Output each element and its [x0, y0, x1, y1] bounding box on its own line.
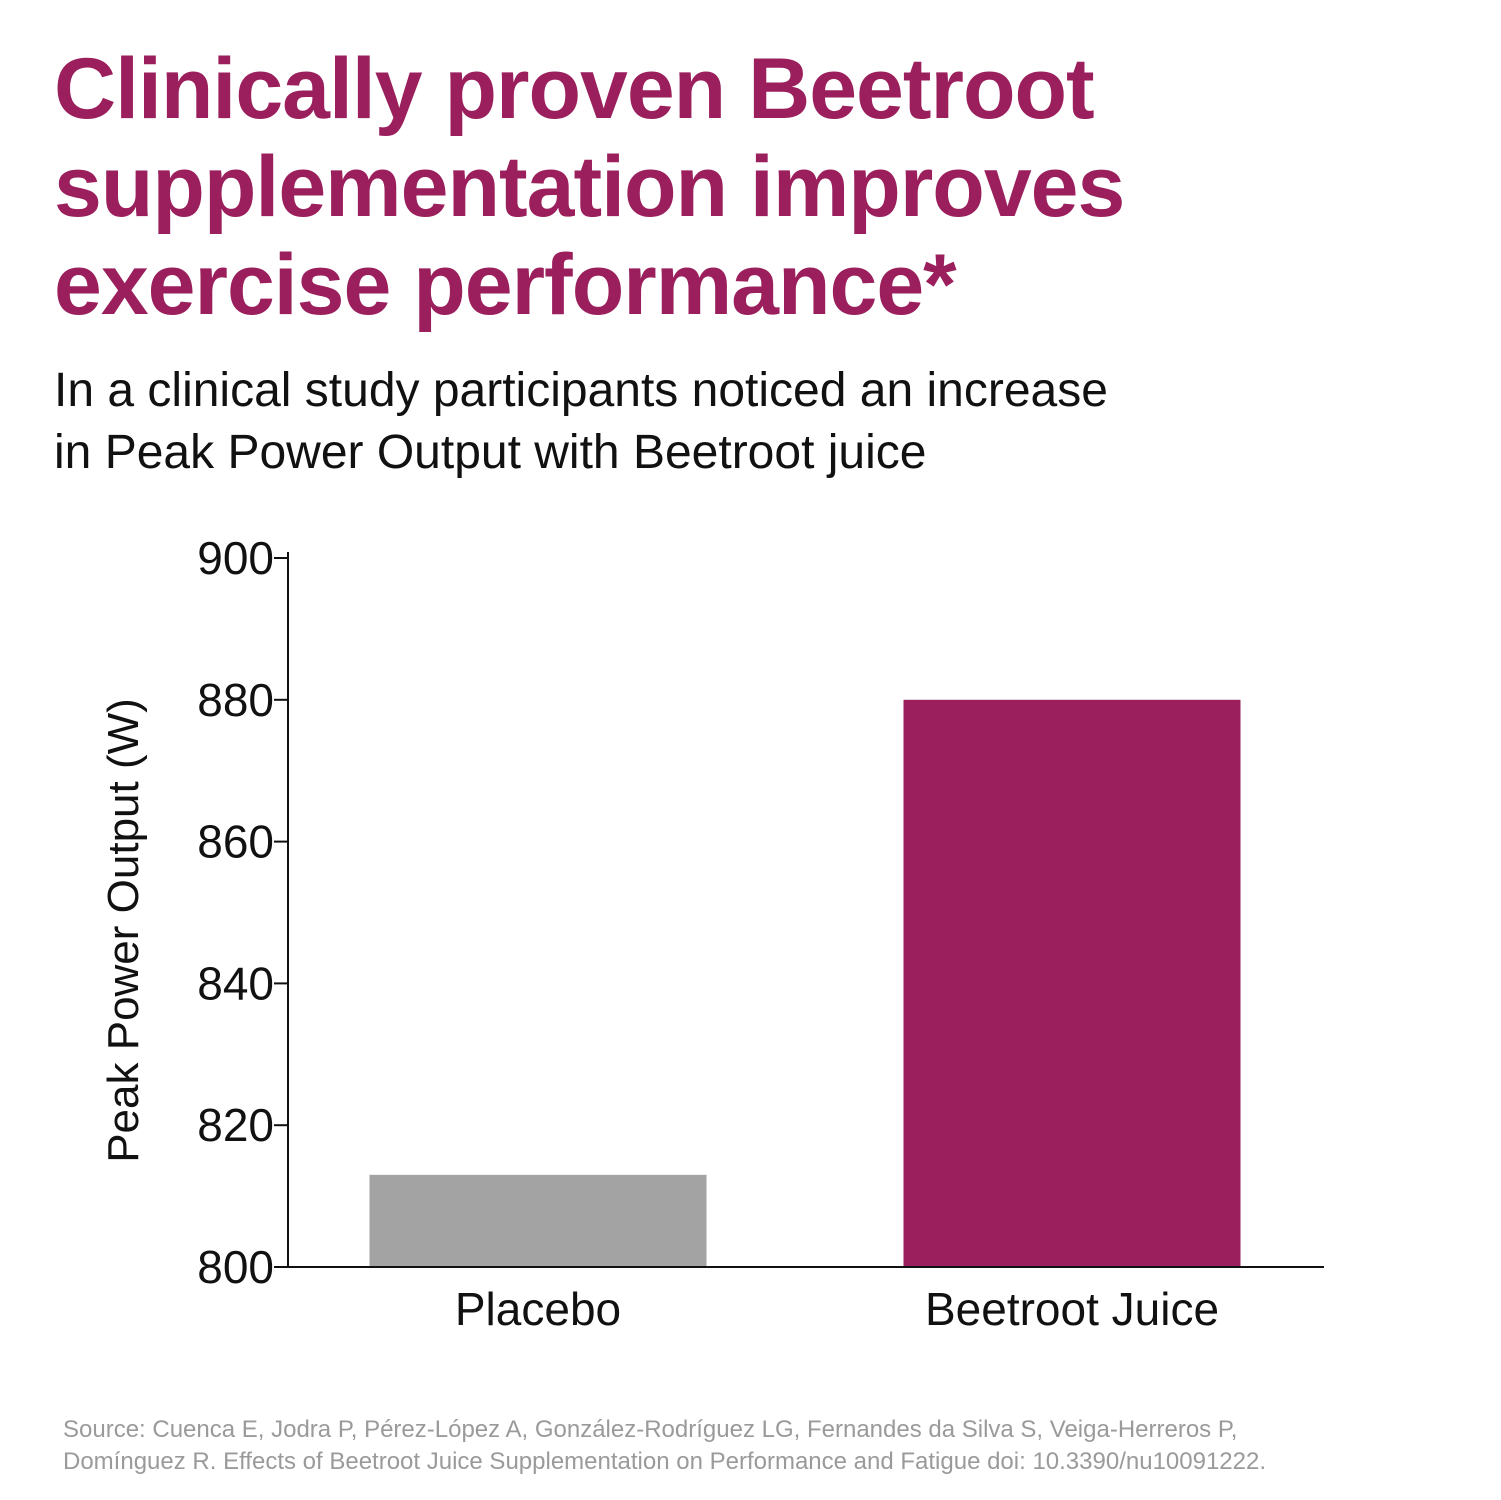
bar-placebo	[369, 1174, 707, 1267]
y-tick-label: 840	[197, 957, 274, 1009]
headline: Clinically proven Beetroot supplementati…	[54, 40, 1454, 334]
headline-line: exercise performance*	[54, 237, 957, 333]
y-tick-label: 900	[197, 532, 274, 584]
source-line: Domínguez R. Effects of Beetroot Juice S…	[63, 1448, 1267, 1475]
x-axis-labels: Placebo Beetroot Juice	[455, 1283, 1219, 1335]
source-citation: Source: Cuenca E, Jodra P, Pérez-López A…	[63, 1414, 1493, 1478]
y-tick-label: 800	[197, 1241, 274, 1293]
bars	[369, 699, 1241, 1267]
bar-chart: 800 820 840 860 880 900 Placebo Beetroot Juice…	[99, 532, 1324, 1335]
y-tick-label: 880	[197, 674, 274, 726]
source-line: Source: Cuenca E, Jodra P, Pérez-López A…	[63, 1416, 1238, 1443]
y-tick-label: 860	[197, 816, 274, 868]
headline-line: supplementation improves	[54, 139, 1125, 235]
x-tick-label: Beetroot Juice	[925, 1283, 1219, 1335]
subheadline-line: in Peak Power Output with Beetroot juice	[54, 426, 927, 479]
headline-line: Clinically proven Beetroot	[54, 41, 1095, 137]
x-tick-label: Placebo	[455, 1283, 621, 1335]
y-axis-ticks: 800 820 840 860 880 900	[197, 532, 288, 1293]
y-tick-label: 820	[197, 1099, 274, 1151]
y-axis-label: Peak Power Output (W)	[99, 698, 148, 1163]
bar-beetroot-juice	[903, 699, 1241, 1267]
subheadline: In a clinical study participants noticed…	[54, 360, 1474, 484]
subheadline-line: In a clinical study participants noticed…	[54, 364, 1108, 417]
